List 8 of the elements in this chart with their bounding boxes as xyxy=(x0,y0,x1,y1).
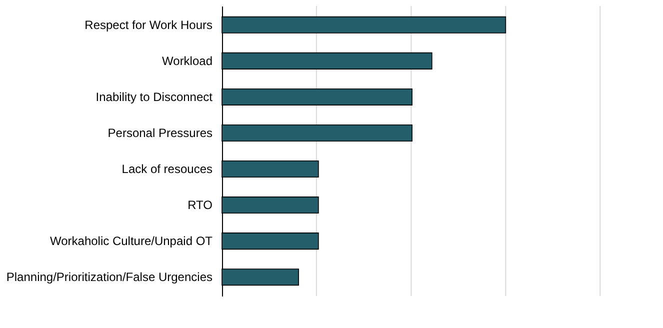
y-tick-label: Inability to Disconnect xyxy=(96,90,214,104)
y-tick-label: RTO xyxy=(188,198,212,212)
y-tick-label: Planning/Prioritization/False Urgencies xyxy=(6,270,212,284)
y-tick-label: Personal Pressures xyxy=(108,126,212,140)
y-tick-label: Respect for Work Hours xyxy=(84,18,212,32)
y-tick-label: Lack of resouces xyxy=(122,162,212,176)
y-tick-label: Workaholic Culture/Unpaid OT xyxy=(50,234,214,248)
y-tick-label: Workload xyxy=(162,54,212,68)
